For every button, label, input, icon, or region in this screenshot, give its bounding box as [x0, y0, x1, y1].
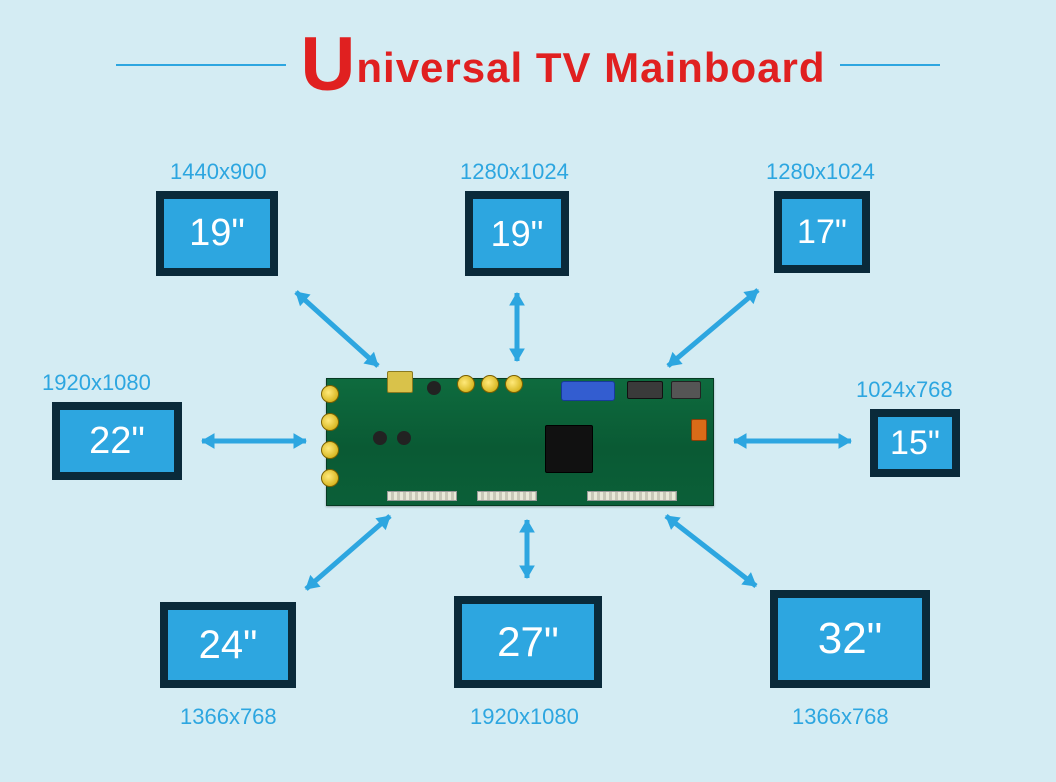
screen-box: 24"	[160, 602, 296, 688]
screen-box: 15"	[870, 409, 960, 477]
rca-port-icon	[481, 375, 499, 393]
screen-size-label: 22"	[89, 420, 145, 463]
resolution-label: 1366x768	[180, 704, 277, 730]
mainboard-pcb	[326, 378, 714, 506]
double-arrow-icon	[648, 498, 774, 604]
resolution-label: 1024x768	[856, 377, 953, 403]
pin-connector-icon	[477, 491, 537, 501]
rca-port-icon	[457, 375, 475, 393]
resolution-label: 1440x900	[170, 159, 267, 185]
screen-size-label: 32"	[818, 614, 883, 664]
screen-box: 22"	[52, 402, 182, 480]
screen-size-label: 24"	[199, 623, 258, 668]
screen-box: 19"	[465, 191, 569, 276]
screen-box: 32"	[770, 590, 930, 688]
title-line-left	[116, 64, 286, 66]
title-rest: niversal TV Mainboard	[356, 44, 825, 91]
resolution-label: 1280x1024	[460, 159, 569, 185]
resolution-label: 1920x1080	[470, 704, 579, 730]
resolution-label: 1280x1024	[766, 159, 875, 185]
screen-size-label: 15"	[890, 424, 940, 463]
capacitor-icon	[397, 431, 411, 445]
resolution-label: 1920x1080	[42, 370, 151, 396]
double-arrow-icon	[716, 423, 869, 459]
double-arrow-icon	[278, 274, 396, 384]
rca-port-icon	[321, 385, 339, 403]
screen-box: 19"	[156, 191, 278, 276]
vga-port-icon	[561, 381, 615, 401]
double-arrow-icon	[499, 275, 535, 379]
resolution-label: 1366x768	[792, 704, 889, 730]
title-line-right	[840, 64, 940, 66]
screen-size-label: 19"	[491, 213, 544, 255]
double-arrow-icon	[650, 272, 776, 384]
capacitor-icon	[373, 431, 387, 445]
jack-icon	[427, 381, 441, 395]
title-row: Universal TV Mainboard	[0, 38, 1056, 92]
title-big-letter: U	[300, 38, 356, 91]
screen-size-label: 17"	[797, 213, 847, 252]
double-arrow-icon	[184, 423, 324, 459]
screen-size-label: 27"	[497, 618, 559, 666]
double-arrow-icon	[509, 502, 545, 596]
rca-port-icon	[321, 469, 339, 487]
main-chip-icon	[545, 425, 593, 473]
screen-size-label: 19"	[189, 212, 245, 255]
component-icon	[691, 419, 707, 441]
screen-box: 17"	[774, 191, 870, 273]
double-arrow-icon	[288, 498, 408, 607]
page-title: Universal TV Mainboard	[286, 38, 839, 92]
screen-box: 27"	[454, 596, 602, 688]
